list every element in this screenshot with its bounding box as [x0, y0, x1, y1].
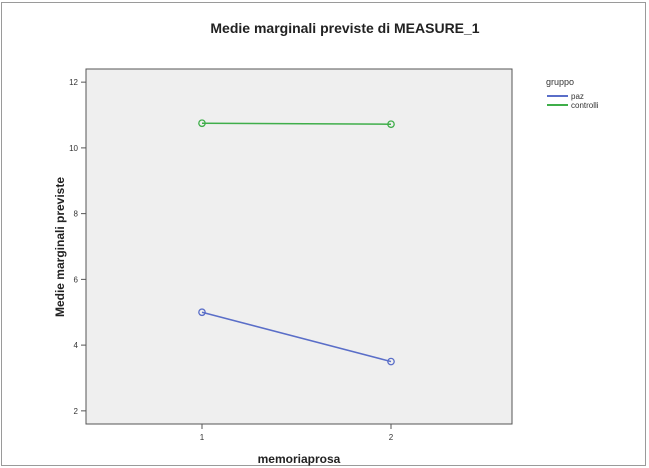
y-tick-label: 12 [69, 78, 78, 87]
plot-area [85, 68, 513, 425]
data-point-controlli [387, 120, 395, 129]
y-tick-label: 10 [69, 144, 78, 153]
y-axis-label: Medie marginali previste [53, 177, 67, 317]
data-point-paz [198, 308, 206, 317]
legend-label-controlli: controlli [571, 101, 599, 110]
x-tick-label: 2 [389, 433, 394, 442]
y-tick-label: 4 [74, 341, 79, 350]
y-axis: 2 4 6 8 10 12 [69, 78, 86, 416]
y-tick-label: 2 [74, 407, 79, 416]
legend-title: gruppo [546, 77, 574, 87]
x-tick-label: 1 [200, 433, 205, 442]
series-lines [198, 119, 395, 366]
y-tick-label: 6 [74, 275, 79, 284]
series-line-controlli [201, 122, 392, 125]
data-point-paz [387, 357, 395, 366]
legend-label-paz: paz [571, 92, 584, 101]
data-point-controlli [198, 119, 206, 128]
x-axis-label: memoriaprosa [258, 452, 341, 466]
chart-title: Medie marginali previste di MEASURE_1 [210, 20, 479, 36]
series-line-paz [201, 311, 392, 363]
y-tick-label: 8 [74, 210, 79, 219]
